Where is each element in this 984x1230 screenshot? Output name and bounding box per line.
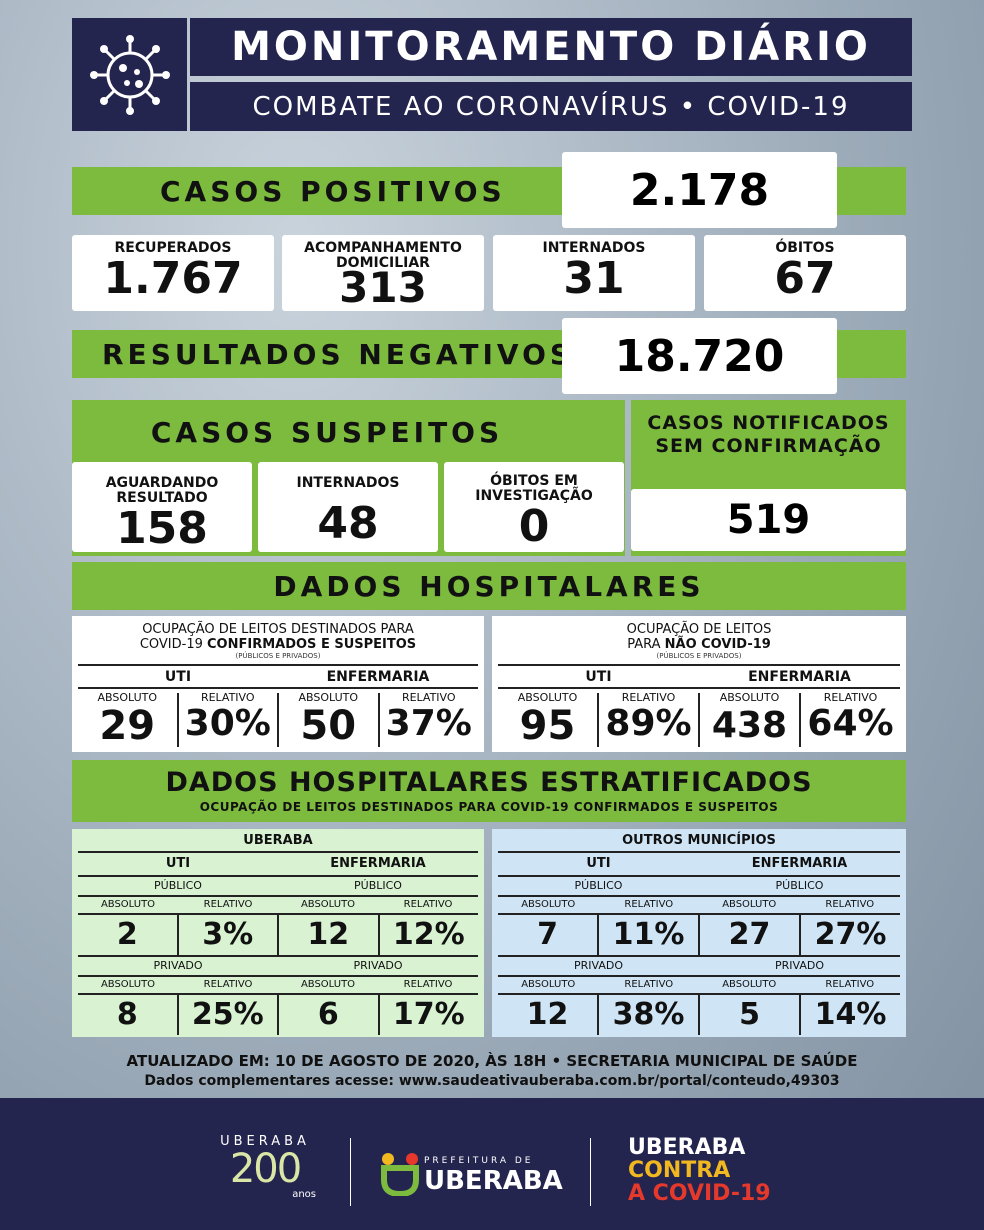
- uti-relativo: 89%: [605, 703, 692, 744]
- strat-uberaba: UBERABA UTI ENFERMARIA PÚBLICO PÚBLICO A…: [72, 829, 484, 1037]
- card-internados: INTERNADOS 31: [493, 235, 695, 311]
- virus-icon: [89, 34, 170, 115]
- positivos-label: CASOS POSITIVOS: [160, 174, 506, 208]
- more-link[interactable]: Dados complementares acesse: www.saudeat…: [144, 1073, 840, 1089]
- enf-relativo: 37%: [385, 703, 472, 744]
- enf-absoluto: 438: [711, 705, 788, 746]
- enf-priv-rel: 17%: [377, 995, 479, 1035]
- enf-relativo: 64%: [807, 703, 894, 744]
- prefeitura-icon: [381, 1153, 419, 1196]
- enf-pub-abs: 12: [277, 915, 378, 955]
- strat-outros: OUTROS MUNICÍPIOS UTI ENFERMARIA PÚBLICO…: [492, 829, 906, 1037]
- hosp-table-nao-covid: OCUPAÇÃO DE LEITOS PARA NÃO COVID-19 (PÚ…: [492, 616, 906, 752]
- notificados-label: CASOS NOTIFICADOS SEM CONFIRMAÇÃO: [647, 412, 890, 457]
- enf-priv-rel: 14%: [799, 995, 900, 1035]
- uti-pub-rel: 3%: [176, 915, 278, 955]
- uti-relativo: 30%: [184, 703, 271, 744]
- enf-priv-abs: 6: [277, 995, 378, 1035]
- virus-logo: [72, 18, 187, 131]
- uti-absoluto: 95: [519, 703, 576, 749]
- uti-priv-rel: 25%: [176, 995, 278, 1035]
- hosp-table-covid: OCUPAÇÃO DE LEITOS DESTINADOS PARA COVID…: [72, 616, 484, 752]
- enf-pub-rel: 12%: [377, 915, 479, 955]
- negativos-value: 18.720: [562, 318, 837, 394]
- estratificados-sublabel: OCUPAÇÃO DE LEITOS DESTINADOS PARA COVID…: [199, 800, 779, 814]
- card-obitos-investigacao: ÓBITOS EM INVESTIGAÇÃO 0: [444, 462, 624, 552]
- estratificados-bar: DADOS HOSPITALARES ESTRATIFICADOS OCUPAÇ…: [72, 760, 906, 822]
- card-aguardando: AGUARDANDO RESULTADO 158: [72, 462, 252, 552]
- uti-pub-abs: 7: [537, 917, 558, 952]
- bottom-banner: UBERABA 200 anos PREFEITURA DE UBERABA U…: [0, 1098, 984, 1230]
- positivos-value: 2.178: [562, 152, 837, 228]
- updated-text: ATUALIZADO EM: 10 DE AGOSTO DE 2020, ÀS …: [126, 1052, 858, 1070]
- hospitalares-bar: DADOS HOSPITALARES: [72, 562, 906, 610]
- negativos-label: RESULTADOS NEGATIVOS: [102, 337, 575, 371]
- card-suspeitos-internados: INTERNADOS 48: [258, 462, 438, 552]
- contra-covid-logo: UBERABA CONTRA A COVID-19: [628, 1135, 771, 1206]
- uti-pub-abs: 2: [116, 917, 138, 952]
- uti-priv-abs: 12: [526, 997, 569, 1032]
- card-acompanhamento: ACOMPANHAMENTO DOMICILIAR 313: [282, 235, 484, 311]
- estratificados-label: DADOS HOSPITALARES ESTRATIFICADOS: [165, 767, 813, 798]
- hospitalares-label: DADOS HOSPITALARES: [273, 569, 705, 603]
- enf-priv-abs: 5: [698, 995, 799, 1035]
- notificados-value: 519: [631, 489, 906, 551]
- suspeitos-label: CASOS SUSPEITOS: [150, 415, 504, 449]
- page-title: MONITORAMENTO DIÁRIO: [190, 18, 912, 76]
- uti-absoluto: 29: [99, 703, 156, 749]
- enf-absoluto: 50: [300, 703, 357, 749]
- card-recuperados: RECUPERADOS 1.767: [72, 235, 274, 311]
- uti-priv-abs: 8: [116, 997, 138, 1032]
- divider-2: [590, 1138, 591, 1206]
- uberaba-200-logo: UBERABA 200 anos: [220, 1134, 316, 1200]
- page-subtitle: COMBATE AO CORONAVÍRUS • COVID-19: [190, 82, 912, 131]
- uti-priv-rel: 38%: [597, 995, 698, 1035]
- enf-pub-abs: 27: [698, 915, 799, 955]
- enf-pub-rel: 27%: [799, 915, 900, 955]
- divider-1: [350, 1138, 351, 1206]
- card-obitos: ÓBITOS 67: [704, 235, 906, 311]
- uti-pub-rel: 11%: [597, 915, 698, 955]
